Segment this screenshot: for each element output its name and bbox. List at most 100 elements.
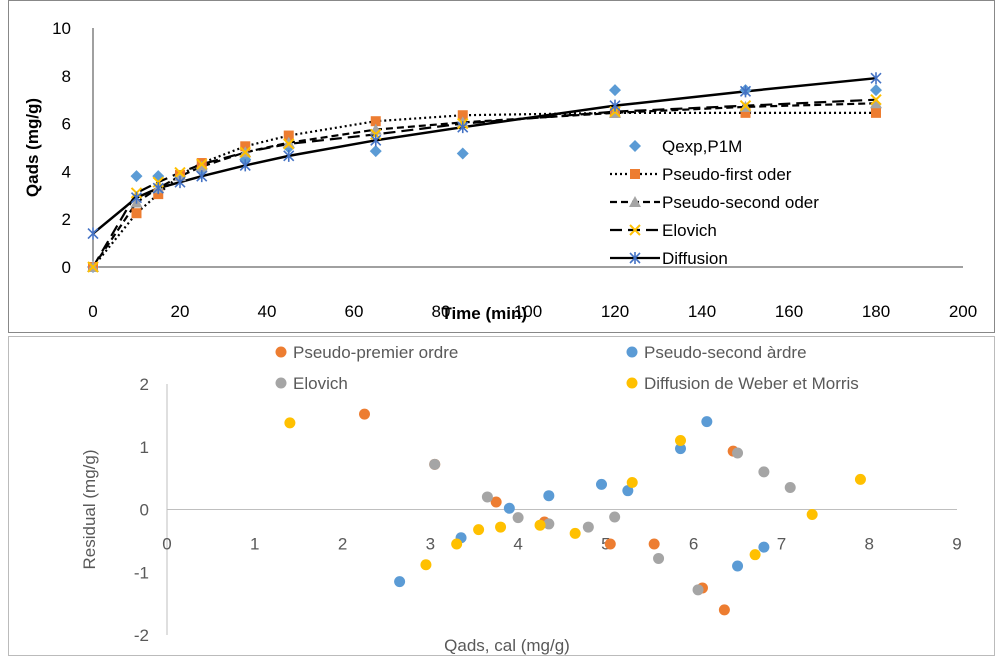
x-axis-title: Qads, cal (mg/g) [444,636,570,655]
residual-series-3-point [854,473,866,485]
residual-series-2-point [543,518,555,530]
series-3-point [87,261,99,273]
residual-series-1-point [758,541,770,553]
residual-series-3-point [473,524,485,536]
series-3-point [239,146,251,158]
legend-label-0: Qexp,P1M [662,137,742,156]
residual-series-0-point [718,604,730,616]
y-tick-label: 10 [52,19,71,38]
residual-series-3-point [451,538,463,550]
x-tick-label: 160 [775,302,803,321]
residual-series-2-point [653,552,665,564]
residual-series-1-point [543,490,555,502]
series-2-point [282,136,295,148]
residual-series-1-point [622,485,634,497]
series-line-1 [92,111,876,268]
y-tick-label: -1 [134,563,149,582]
y-tick-label: 4 [62,162,71,181]
series-3-point [283,138,295,150]
top-chart-frame [8,0,995,333]
legend-marker-0 [629,140,641,152]
legend-label-3: Diffusion de Weber et Morris [644,374,859,393]
y-tick-label: 2 [140,375,149,394]
x-tick-label: 8 [864,535,873,554]
legend-marker-3 [626,377,638,389]
residual-series-0-point [490,496,502,508]
y-tick-label: 8 [62,67,71,86]
series-1-point [740,107,751,118]
bottom-chart-frame [8,336,995,656]
residual-series-3-point [749,549,761,561]
x-tick-label: 200 [949,302,977,321]
legend-label-2: Pseudo-second oder [662,193,819,212]
series-0-point [609,84,621,97]
residual-series-1-point [701,416,713,428]
residual-series-2-point [732,447,744,459]
series-4-point [283,149,295,162]
legend-marker-2 [629,196,641,207]
series-0-point [870,84,882,97]
residual-series-2-point [429,458,441,470]
legend-marker-4 [629,252,641,264]
residual-series-3-point [626,477,638,489]
legend-label-0: Pseudo-premier ordre [293,343,458,362]
x-tick-label: 20 [171,302,190,321]
residual-series-3-point [569,527,581,539]
residual-series-1-point [596,478,607,490]
x-tick-label: 140 [688,302,716,321]
series-3-point [174,166,186,179]
series-4-point [87,227,99,240]
y-tick-label: 0 [140,501,149,520]
legend-label-4: Diffusion [662,249,728,268]
x-tick-label: 2 [338,535,347,554]
y-tick-label: 1 [140,438,149,457]
y-tick-label: -2 [134,626,149,645]
series-4-point [174,176,186,189]
residual-series-3-point [806,509,818,521]
x-tick-label: 6 [689,535,698,554]
residual-series-3-point [284,417,296,429]
series-4-point [152,182,164,195]
x-tick-label: 1 [250,535,259,554]
residual-series-2-point [692,584,704,596]
series-1-point [457,110,468,121]
residual-series-0-point [604,538,616,550]
series-4-point [609,99,621,112]
x-tick-label: 0 [162,535,171,554]
legend-label-1: Pseudo-second àrdre [644,343,807,362]
series-1-point [283,130,294,141]
residual-series-0-point [648,538,660,550]
series-1-point [871,107,881,118]
residual-series-2-point [784,482,796,494]
residual-series-2-point [512,512,524,524]
series-line-3 [92,98,877,268]
x-tick-label: 9 [952,535,961,554]
series-0-point [130,170,143,183]
legend-label-2: Elovich [293,374,348,393]
residual-series-2-point [481,491,493,503]
residual-series-1-point [394,576,406,588]
series-4-point [370,134,382,147]
series-0-point [369,145,382,158]
x-tick-label: 4 [513,535,522,554]
x-tick-label: 80 [432,302,451,321]
residual-series-1-point [503,502,515,514]
x-tick-label: 60 [345,302,364,321]
series-3-point [870,93,882,106]
x-tick-label: 0 [88,302,97,321]
series-1-point [131,208,142,219]
x-tick-label: 40 [258,302,277,321]
x-tick-label: 3 [426,535,435,554]
series-3-point [739,99,752,112]
x-tick-label: 7 [777,535,786,554]
x-axis-title: Time (min) [441,304,527,323]
residual-series-2-point [758,466,770,478]
legend-label-1: Pseudo-first oder [662,165,792,184]
series-4-point [196,170,208,183]
residual-chart: -2-10120123456789Qads, cal (mg/g)Residua… [80,343,962,655]
residual-series-3-point [534,519,546,531]
residual-series-3-point [495,521,507,533]
x-tick-label: 100 [514,302,542,321]
